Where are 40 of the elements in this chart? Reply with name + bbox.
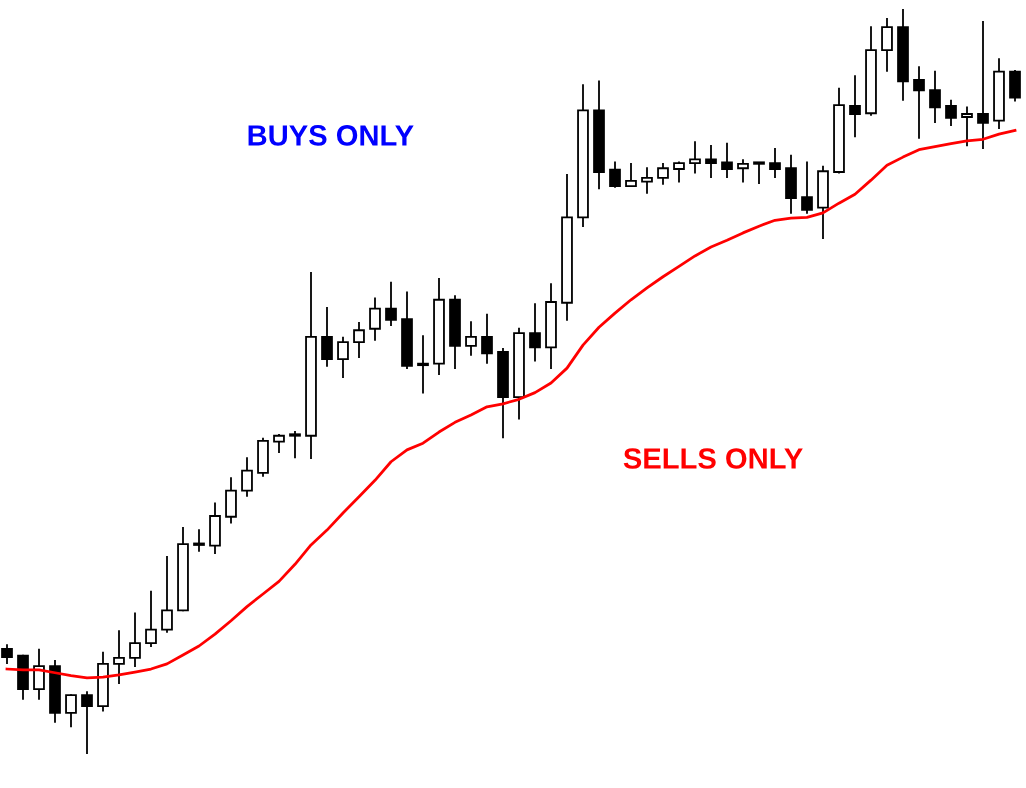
candlestick <box>81 691 93 754</box>
candlestick <box>289 431 301 459</box>
candlestick <box>721 142 733 179</box>
candlestick <box>929 70 941 124</box>
candlestick <box>881 18 893 72</box>
candlestick <box>369 297 381 341</box>
candlestick <box>913 66 925 139</box>
annotation: BUYS ONLY <box>248 125 414 146</box>
candlestick <box>961 106 973 147</box>
candlestick <box>849 75 861 138</box>
candlestick <box>481 313 493 364</box>
candlestick <box>465 321 477 356</box>
candlestick <box>417 335 429 394</box>
candlestick <box>977 20 989 150</box>
candlestick <box>321 307 333 367</box>
candlestick <box>673 161 685 183</box>
candlestick <box>337 336 349 378</box>
candlestick <box>129 612 141 667</box>
candlestick <box>737 159 749 183</box>
candlestick <box>241 457 253 497</box>
candlestick <box>801 161 813 214</box>
annotation: SELLS ONLY <box>623 448 803 469</box>
candlestick <box>113 630 125 685</box>
candlestick <box>641 167 653 194</box>
candlestick <box>385 281 397 326</box>
candlestick <box>689 141 701 174</box>
candlestick <box>145 590 157 647</box>
candlestick <box>753 161 765 185</box>
candlestick <box>529 303 541 362</box>
candlestick <box>945 99 957 127</box>
candlestick <box>769 148 781 179</box>
candlestick <box>193 529 205 552</box>
candlestick <box>625 162 637 187</box>
candlestick <box>33 648 45 700</box>
candlestick <box>657 162 669 185</box>
candlestick <box>353 321 365 358</box>
candlestick <box>609 161 621 188</box>
candlestick <box>705 145 717 179</box>
candlestick <box>161 555 173 633</box>
candlestick <box>65 694 77 728</box>
